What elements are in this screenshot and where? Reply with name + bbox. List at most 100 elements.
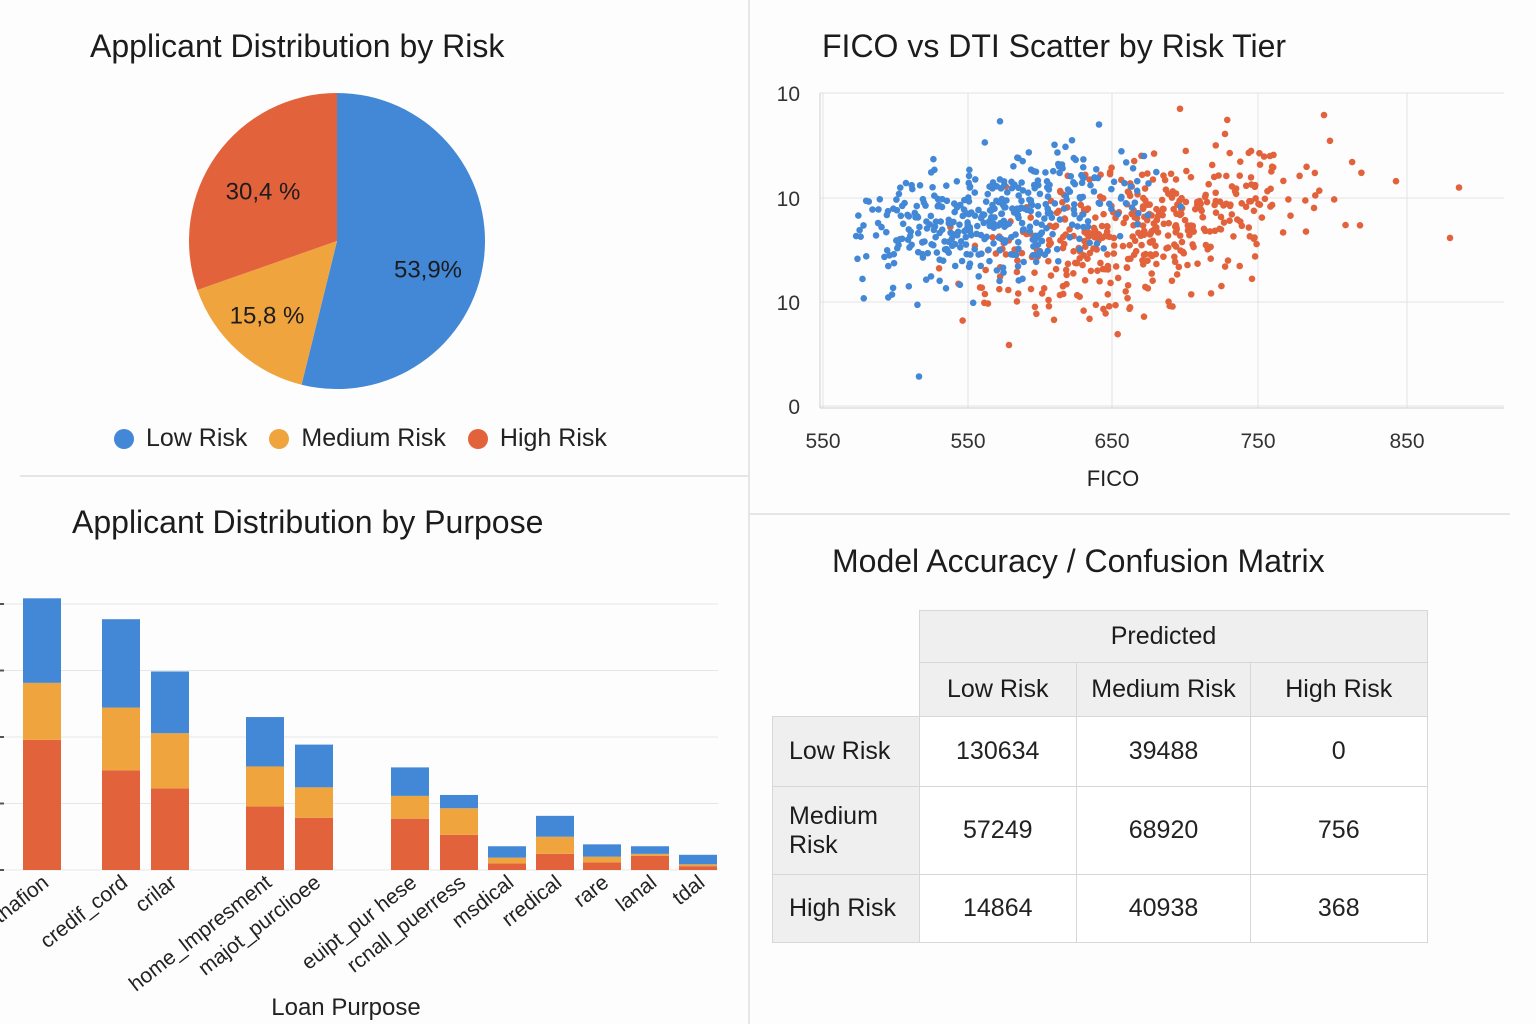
scatter-point-high	[1211, 227, 1219, 235]
scatter-point-high	[1178, 238, 1186, 246]
scatter-point-high	[1099, 194, 1107, 202]
scatter-point-low	[1015, 245, 1022, 253]
scatter-point-high	[981, 290, 989, 298]
scatter-point-high	[1279, 229, 1287, 236]
scatter-point-high	[1267, 185, 1274, 193]
scatter-point-low	[1135, 209, 1142, 217]
scatter-point-high	[1119, 242, 1127, 250]
scatter-point-low	[1049, 167, 1057, 175]
scatter-point-high	[935, 264, 943, 272]
risk-pie-panel: Applicant Distribution by Risk 53,9% 15,8…	[0, 0, 748, 475]
scatter-point-low	[991, 205, 998, 213]
scatter-point-high	[1247, 174, 1255, 181]
scatter-point-high	[1217, 226, 1225, 233]
scatter-point-high	[1172, 228, 1180, 236]
scatter-point-low	[953, 231, 961, 239]
scatter-point-low	[1015, 184, 1022, 192]
scatter-point-low	[1043, 224, 1050, 232]
scatter-point-low	[968, 231, 975, 239]
cell-high-low: 14864	[918, 874, 1077, 943]
scatter-point-high	[1223, 116, 1231, 124]
scatter-point-high	[1064, 260, 1072, 268]
scatter-point-low	[916, 182, 924, 189]
scatter-point-high	[1123, 264, 1131, 271]
scatter-point-low	[1076, 245, 1084, 253]
scatter-point-low	[860, 295, 868, 302]
scatter-point-low	[958, 257, 966, 265]
scatter-point-low	[969, 299, 977, 307]
scatter-point-low	[916, 223, 923, 231]
scatter-point-high	[1045, 296, 1052, 304]
scatter-point-low	[1076, 214, 1083, 222]
scatter-point-low	[876, 195, 884, 203]
scatter-x-tick-label: 550	[805, 430, 840, 453]
scatter-point-high	[1217, 213, 1225, 221]
scatter-point-low	[1015, 214, 1022, 222]
bar-segment-low	[536, 815, 574, 837]
scatter-point-high	[1226, 217, 1233, 224]
scatter-chart-title: FICO vs DTI Scatter by Risk Tier	[822, 28, 1287, 64]
scatter-point-low	[998, 210, 1005, 218]
scatter-point-high	[1031, 269, 1038, 277]
scatter-point-low	[956, 281, 964, 289]
scatter-point-low	[1038, 229, 1046, 236]
scatter-point-high	[1122, 288, 1129, 295]
scatter-point-low	[924, 249, 932, 257]
scatter-point-low	[869, 206, 876, 213]
scatter-point-low	[1093, 240, 1101, 247]
scatter-point-low	[944, 247, 951, 255]
scatter-point-high	[1100, 305, 1107, 313]
legend-swatch-medium	[269, 428, 290, 449]
scatter-point-low	[965, 210, 973, 218]
bar-segment-low	[583, 844, 621, 857]
scatter-point-low	[1108, 205, 1115, 213]
scatter-point-low	[1062, 143, 1069, 151]
scatter-point-low	[1026, 223, 1034, 231]
scatter-point-high	[1097, 259, 1104, 267]
scatter-point-high	[1392, 177, 1400, 185]
scatter-point-low	[1020, 258, 1027, 266]
bar-category-label: crilar	[131, 871, 181, 917]
scatter-point-high	[1221, 130, 1229, 138]
horizontal-divider-left	[20, 475, 748, 477]
bar-segment-low	[391, 767, 429, 796]
scatter-point-high	[1184, 261, 1191, 269]
scatter-point-high	[1126, 192, 1134, 200]
scatter-point-high	[1104, 290, 1112, 298]
scatter-point-high	[1063, 271, 1070, 279]
scatter-point-low	[927, 212, 935, 220]
scatter-point-low	[927, 169, 935, 176]
scatter-point-high	[1215, 172, 1222, 179]
scatter-x-tick-label: 850	[1389, 430, 1424, 453]
scatter-point-low	[1118, 148, 1125, 155]
scatter-point-low	[1092, 165, 1100, 173]
scatter-point-high	[1082, 243, 1089, 250]
scatter-point-low	[993, 267, 1001, 274]
bar-segment-medium	[440, 808, 478, 835]
scatter-point-high	[1171, 241, 1178, 248]
scatter-point-low	[947, 220, 954, 228]
scatter-point-low	[1145, 180, 1152, 187]
scatter-point-low	[989, 185, 996, 192]
scatter-point-high	[1242, 182, 1250, 190]
scatter-point-low	[999, 264, 1007, 272]
scatter-point-low	[1032, 168, 1040, 176]
scatter-point-high	[1173, 210, 1180, 218]
scatter-point-low	[859, 275, 866, 283]
scatter-y-tick-label: 10	[777, 292, 800, 315]
bar-chart-title: Applicant Distribution by Purpose	[72, 504, 544, 540]
scatter-point-high	[1303, 163, 1310, 171]
scatter-point-low	[1027, 207, 1035, 215]
scatter-point-low	[1116, 232, 1124, 240]
scatter-point-low	[852, 232, 860, 240]
pie-slice-medium	[197, 241, 337, 385]
scatter-point-high	[1208, 161, 1216, 169]
scatter-point-high	[1287, 212, 1294, 219]
scatter-point-high	[1149, 277, 1156, 285]
matrix-title: Model Accuracy / Confusion Matrix	[832, 543, 1325, 579]
scatter-point-high	[1253, 240, 1260, 248]
scatter-point-high	[1348, 158, 1356, 166]
scatter-point-high	[1201, 193, 1209, 201]
scatter-point-low	[996, 277, 1003, 285]
scatter-point-high	[1143, 216, 1151, 224]
